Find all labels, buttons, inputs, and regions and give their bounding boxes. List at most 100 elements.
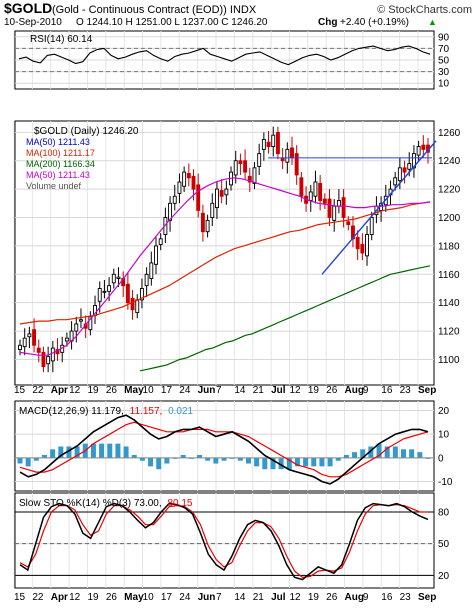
y-tick-label-rsi: 70 — [438, 44, 450, 55]
x-tick-label: 14 — [234, 385, 246, 396]
macd-histogram-bar — [286, 457, 292, 470]
candle-body — [336, 200, 341, 207]
candle-body — [355, 236, 360, 250]
macd-histogram-bar — [25, 457, 31, 467]
y-tick-label-stochastic: 20 — [438, 571, 450, 582]
stoch-d-line — [19, 503, 428, 579]
candle-body — [27, 333, 32, 338]
change-value: +2.40 (+0.19%) — [340, 17, 409, 28]
y-tick-label-rsi: 50 — [438, 56, 450, 67]
legend-volume: Volume undef — [26, 181, 82, 191]
y-tick-label-price: 1140 — [438, 298, 460, 309]
candle-body — [210, 202, 215, 218]
macd-histogram-bar — [254, 457, 260, 467]
macd-histogram-bar — [376, 443, 382, 458]
x-tick-label: 15 — [14, 385, 26, 396]
candle-body — [158, 238, 163, 245]
macd-histogram-bar — [303, 457, 309, 467]
y-tick-label-macd: 10 — [438, 430, 450, 441]
candle-body — [224, 188, 229, 196]
macd-histogram-bar — [237, 457, 243, 461]
x-tick-label: May — [124, 385, 144, 396]
candle-body — [266, 141, 271, 147]
macd-histogram-bar — [131, 455, 137, 458]
candle-body — [407, 163, 412, 170]
x-tick-label: 19 — [87, 385, 99, 396]
macd-histogram-bar — [41, 455, 47, 458]
candle-body — [186, 173, 191, 179]
macd-histogram-bar — [262, 457, 268, 470]
x-tick-label-bottom: May — [124, 592, 144, 603]
legend-ma100: MA(100) 1211.17 — [26, 148, 95, 158]
macd-title: MACD(12,26,9) 11.179, 11.157, 0.021 — [19, 406, 194, 417]
candle-body — [18, 344, 22, 350]
macd-histogram-bar — [401, 449, 407, 458]
x-tick-label: 10 — [143, 385, 155, 396]
x-tick-label-bottom: 19 — [87, 592, 99, 603]
x-tick-label-bottom: Apr — [51, 592, 68, 603]
stoch-k-line — [19, 502, 429, 581]
macd-histogram-bar — [384, 446, 390, 458]
macd-histogram-bar — [221, 457, 227, 461]
x-tick-label-bottom: 21 — [253, 592, 265, 603]
y-tick-label-macd: 20 — [438, 406, 450, 417]
x-tick-label-bottom: Sep — [418, 592, 436, 603]
chart-symbol: $GOLD — [4, 0, 52, 16]
ma50-line — [19, 177, 431, 356]
x-tick-label-bottom: 15 — [14, 592, 26, 603]
candle-body — [139, 288, 144, 301]
x-tick-label: 16 — [381, 385, 393, 396]
macd-histogram-bar — [294, 457, 300, 467]
macd-histogram-bar — [327, 457, 333, 467]
macd-histogram-bar — [205, 457, 211, 461]
macd-histogram-bar — [58, 446, 64, 458]
candle-body — [360, 244, 365, 254]
macd-histogram-bar — [392, 446, 398, 458]
candle-body — [50, 347, 55, 362]
candle-body — [247, 175, 252, 183]
stoch-title-k: Slow STO %K(14) %D(3) 73.00, — [19, 498, 162, 509]
candle-body — [168, 202, 173, 221]
x-tick-label: 19 — [308, 385, 320, 396]
y-tick-label-rsi: 30 — [438, 67, 450, 78]
x-tick-label-bottom: 9 — [363, 592, 369, 603]
brand-logo: © StockCharts.com — [377, 4, 472, 16]
change-label: Chg — [318, 17, 337, 28]
candle-body — [22, 337, 27, 348]
candle-body — [177, 181, 182, 194]
candle-body — [154, 245, 158, 265]
candle-body — [79, 319, 83, 322]
macd-histogram-bar — [360, 449, 366, 458]
x-tick-label-bottom: 26 — [326, 592, 338, 603]
candle-body — [402, 167, 407, 173]
x-tick-label-bottom: 26 — [106, 592, 118, 603]
macd-signal-line — [19, 421, 429, 478]
x-tick-label: 9 — [363, 385, 369, 396]
x-tick-label: 24 — [179, 385, 191, 396]
ma100-line — [19, 201, 431, 325]
x-tick-label: Aug — [345, 385, 364, 396]
x-tick-label: 12 — [289, 385, 301, 396]
candle-body — [243, 160, 248, 173]
y-tick-label-price: 1220 — [438, 185, 461, 196]
macd-histogram-bar — [180, 455, 186, 458]
rsi-line — [18, 45, 431, 66]
candle-body — [421, 144, 426, 150]
legend-ma50b: MA(50) 1211.43 — [26, 170, 90, 180]
change-arrow-icon: ▲ — [428, 17, 437, 27]
x-tick-label: 23 — [400, 385, 412, 396]
x-tick-label-bottom: 19 — [308, 592, 320, 603]
candle-body — [332, 205, 337, 221]
y-tick-label-stochastic: 50 — [438, 539, 450, 550]
y-tick-label-price: 1120 — [438, 327, 460, 338]
candle-body — [74, 323, 79, 332]
candle-body — [97, 288, 102, 302]
macd-histogram-bar — [33, 457, 39, 461]
candle-body — [102, 290, 107, 293]
candle-body — [299, 177, 304, 197]
macd-histogram-bar — [343, 455, 349, 458]
macd-histogram-bar — [66, 446, 72, 458]
x-tick-label-bottom: 16 — [381, 592, 393, 603]
price-title: $GOLD (Daily) 1246.20 — [34, 126, 139, 137]
